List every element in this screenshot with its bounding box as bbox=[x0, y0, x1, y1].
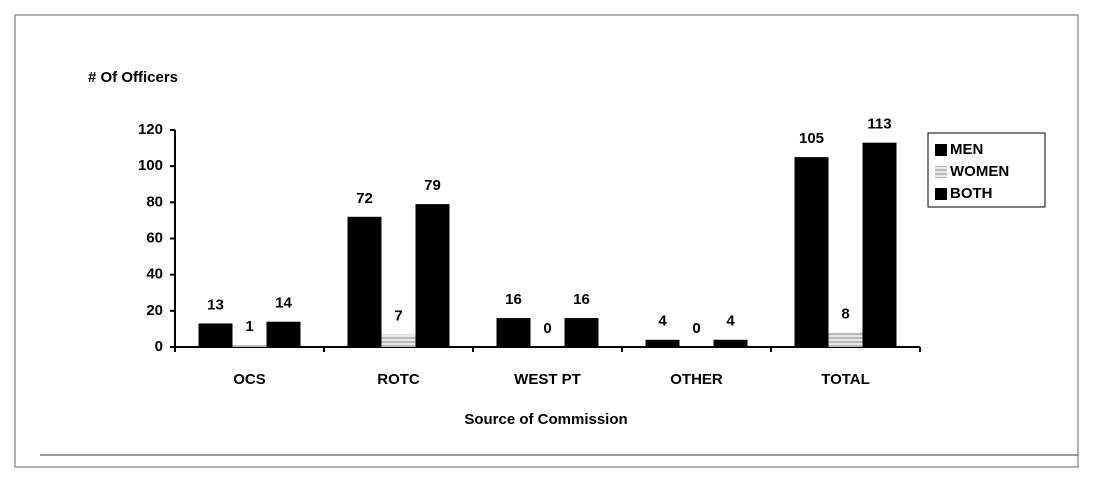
legend-label: WOMEN bbox=[950, 163, 1009, 180]
y-tick-label: 120 bbox=[138, 121, 163, 138]
value-label: 0 bbox=[543, 320, 551, 337]
bar bbox=[347, 216, 382, 347]
value-label: 4 bbox=[726, 313, 735, 330]
bar bbox=[232, 345, 267, 347]
x-tick-label: WEST PT bbox=[514, 371, 581, 388]
bar bbox=[794, 157, 829, 347]
legend-swatch bbox=[935, 188, 947, 200]
bar bbox=[713, 339, 748, 347]
bar bbox=[266, 321, 301, 347]
bar bbox=[415, 204, 450, 347]
bar bbox=[564, 318, 599, 347]
value-label: 1 bbox=[245, 318, 253, 335]
value-label: 4 bbox=[658, 313, 667, 330]
value-label: 16 bbox=[573, 291, 590, 308]
value-label: 7 bbox=[394, 307, 402, 324]
bar bbox=[496, 318, 531, 347]
x-tick-label: OTHER bbox=[670, 371, 723, 388]
y-tick-label: 60 bbox=[146, 229, 163, 246]
x-axis-label: Source of Commission bbox=[464, 411, 627, 428]
bar bbox=[381, 334, 416, 347]
x-tick-label: OCS bbox=[233, 371, 266, 388]
bar bbox=[645, 339, 680, 347]
y-tick-label: 40 bbox=[146, 266, 163, 283]
value-label: 105 bbox=[799, 130, 824, 147]
legend-box bbox=[927, 132, 1046, 208]
frame bbox=[14, 14, 1079, 468]
bar bbox=[828, 332, 863, 347]
y-axis-label: # Of Officers bbox=[88, 69, 178, 86]
bar bbox=[862, 142, 897, 347]
y-tick-label: 0 bbox=[155, 338, 163, 355]
value-label: 72 bbox=[356, 190, 373, 207]
legend-swatch bbox=[935, 144, 947, 156]
x-tick-label: ROTC bbox=[377, 371, 420, 388]
x-tick-label: TOTAL bbox=[821, 371, 870, 388]
value-label: 79 bbox=[424, 177, 441, 194]
legend-swatch bbox=[935, 166, 947, 178]
bar bbox=[198, 323, 233, 347]
y-tick-label: 20 bbox=[146, 302, 163, 319]
value-label: 113 bbox=[867, 116, 891, 133]
value-label: 13 bbox=[207, 296, 224, 313]
value-label: 14 bbox=[275, 295, 292, 312]
legend-label: MEN bbox=[950, 141, 983, 158]
y-tick-label: 80 bbox=[146, 193, 163, 210]
legend-label: BOTH bbox=[950, 185, 993, 202]
value-label: 16 bbox=[505, 291, 522, 308]
value-label: 8 bbox=[841, 306, 849, 323]
value-label: 0 bbox=[692, 320, 700, 337]
y-tick-label: 100 bbox=[138, 157, 163, 174]
